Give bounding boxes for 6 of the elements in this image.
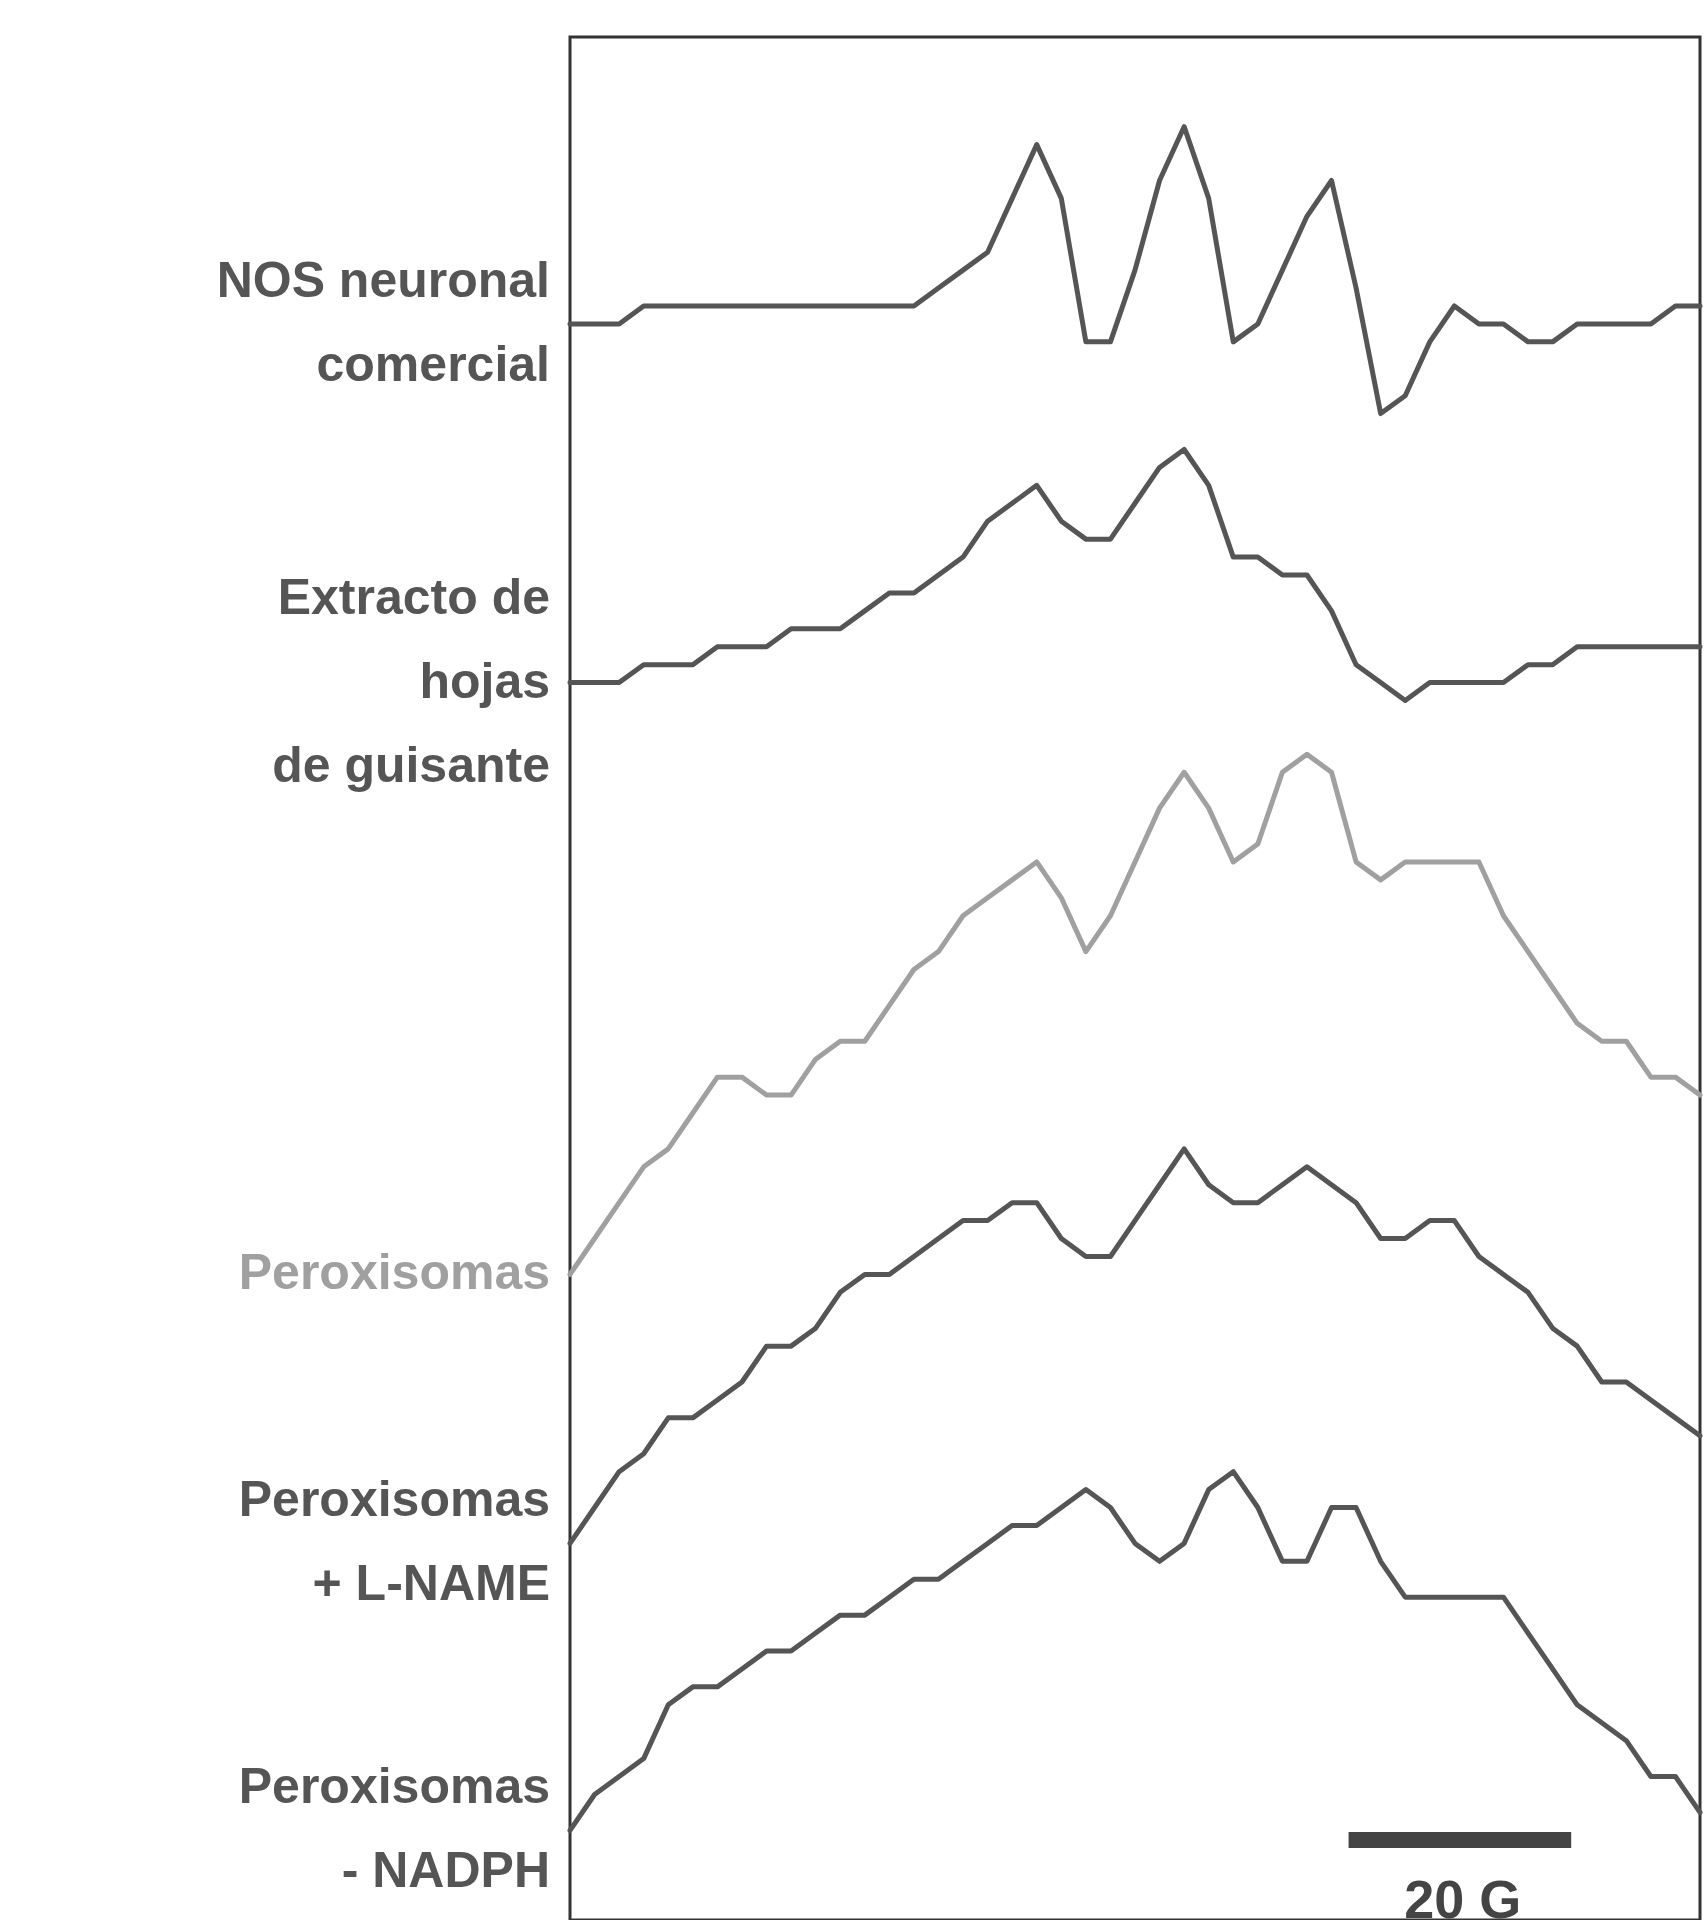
- series-label: Extracto de hojas de guisante: [272, 568, 550, 793]
- series-label: Peroxisomas: [238, 1244, 550, 1301]
- annotation: 20 G: [1404, 1869, 1522, 1920]
- series-label: NOS neuronal comercial: [216, 251, 550, 392]
- series-label: Peroxisomas + L-NAME: [238, 1471, 550, 1612]
- series-label: Peroxisomas - NADPH: [238, 1758, 550, 1899]
